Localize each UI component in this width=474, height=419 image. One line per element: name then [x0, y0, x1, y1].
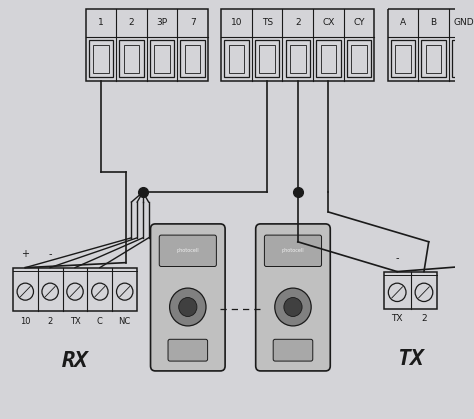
Text: C: C: [97, 317, 103, 326]
Text: -: -: [48, 249, 52, 259]
Bar: [290, 45, 306, 73]
Text: 2: 2: [47, 317, 53, 326]
Circle shape: [170, 288, 206, 326]
Text: 2: 2: [295, 18, 301, 27]
Text: NC: NC: [118, 317, 131, 326]
Text: 1: 1: [98, 18, 104, 27]
Text: +: +: [21, 249, 29, 259]
Text: TX: TX: [392, 314, 403, 323]
Bar: [255, 40, 279, 78]
Text: 3P: 3P: [156, 18, 168, 27]
FancyBboxPatch shape: [168, 339, 208, 361]
Bar: [426, 45, 441, 73]
Circle shape: [284, 297, 302, 316]
Bar: [395, 45, 411, 73]
Bar: [320, 45, 336, 73]
Bar: [119, 40, 144, 78]
Bar: [224, 40, 249, 78]
Bar: [181, 40, 205, 78]
Circle shape: [179, 297, 197, 316]
Bar: [229, 45, 245, 73]
Text: 10: 10: [231, 18, 242, 27]
Bar: [85, 9, 208, 81]
Bar: [384, 272, 438, 309]
Text: 2: 2: [128, 18, 134, 27]
FancyBboxPatch shape: [273, 339, 313, 361]
Bar: [124, 45, 139, 73]
Bar: [259, 45, 275, 73]
Text: GND: GND: [454, 18, 474, 27]
Bar: [421, 40, 446, 78]
Bar: [316, 40, 341, 78]
Bar: [456, 45, 472, 73]
Text: TX: TX: [70, 317, 81, 326]
Bar: [154, 45, 170, 73]
Text: -: -: [395, 253, 399, 263]
Bar: [285, 40, 310, 78]
Circle shape: [275, 288, 311, 326]
Bar: [391, 40, 415, 78]
Bar: [346, 40, 371, 78]
Text: 7: 7: [190, 18, 195, 27]
Bar: [452, 40, 474, 78]
FancyBboxPatch shape: [151, 224, 225, 371]
Text: CX: CX: [322, 18, 335, 27]
FancyBboxPatch shape: [255, 224, 330, 371]
Text: TS: TS: [262, 18, 273, 27]
Text: RX: RX: [62, 351, 88, 371]
Bar: [93, 45, 109, 73]
Bar: [185, 45, 201, 73]
Text: photocell: photocell: [176, 248, 199, 253]
Text: CY: CY: [353, 18, 365, 27]
Text: B: B: [430, 18, 437, 27]
Bar: [221, 9, 374, 81]
FancyBboxPatch shape: [159, 235, 217, 266]
Text: A: A: [400, 18, 406, 27]
Text: TX: TX: [397, 349, 424, 369]
FancyBboxPatch shape: [264, 235, 321, 266]
Text: 10: 10: [20, 317, 30, 326]
Text: photocell: photocell: [282, 248, 304, 253]
Bar: [13, 268, 137, 311]
Bar: [388, 9, 474, 81]
Bar: [150, 40, 174, 78]
Bar: [351, 45, 367, 73]
Text: 2: 2: [421, 314, 427, 323]
Bar: [89, 40, 113, 78]
